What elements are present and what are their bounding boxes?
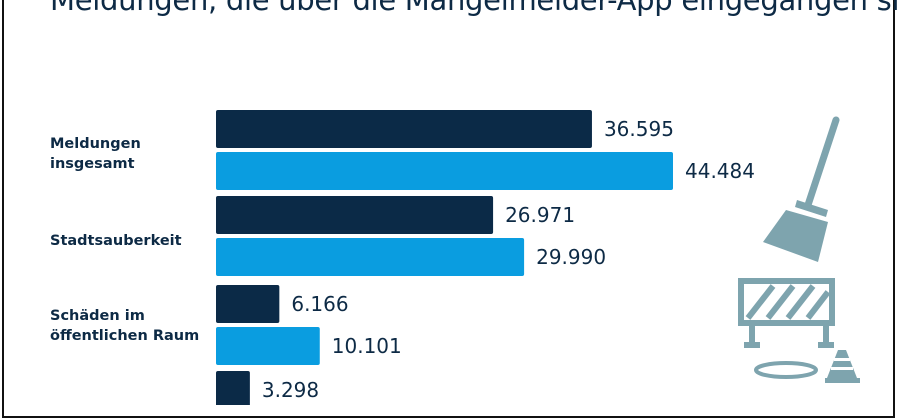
- barrier-icon: [738, 278, 835, 348]
- bar: [216, 110, 592, 148]
- data-label: 3.298: [262, 378, 319, 402]
- data-label: 10.101: [332, 334, 402, 358]
- category-label-line: Schäden im: [50, 308, 145, 324]
- category-label-line: insgesamt: [50, 156, 135, 172]
- bar: [216, 327, 320, 365]
- data-label: 44.484: [685, 159, 755, 183]
- bar: [216, 196, 494, 234]
- category-label-schaeden: Schäden im öffentlichen Raum: [50, 306, 199, 346]
- bar: [216, 371, 250, 405]
- data-label: 6.166: [291, 292, 348, 316]
- data-label: 36.595: [604, 117, 674, 141]
- manhole-icon: [754, 361, 818, 379]
- bar-chart: 36.595 26.971 6.166 3.298 44.484 29.990 10.101: [216, 110, 860, 405]
- chart-title: Meldungen, die über die Mängelmelder-App…: [50, 0, 900, 17]
- category-label-stadtsauberkeit: Stadtsauberkeit: [50, 231, 182, 251]
- bar: [216, 285, 280, 323]
- broom-icon: [763, 116, 840, 262]
- category-label-meldungen-insgesamt: Meldungen insgesamt: [50, 134, 141, 174]
- traffic-cone-icon: [825, 350, 860, 383]
- data-label: 26.971: [505, 203, 575, 227]
- bar: [216, 152, 673, 190]
- data-label: 29.990: [536, 245, 606, 269]
- bar: [216, 238, 525, 276]
- category-label-line: öffentlichen Raum: [50, 328, 200, 344]
- category-label-line: Meldungen: [50, 136, 141, 152]
- category-label-line: Stadtsauberkeit: [50, 233, 182, 249]
